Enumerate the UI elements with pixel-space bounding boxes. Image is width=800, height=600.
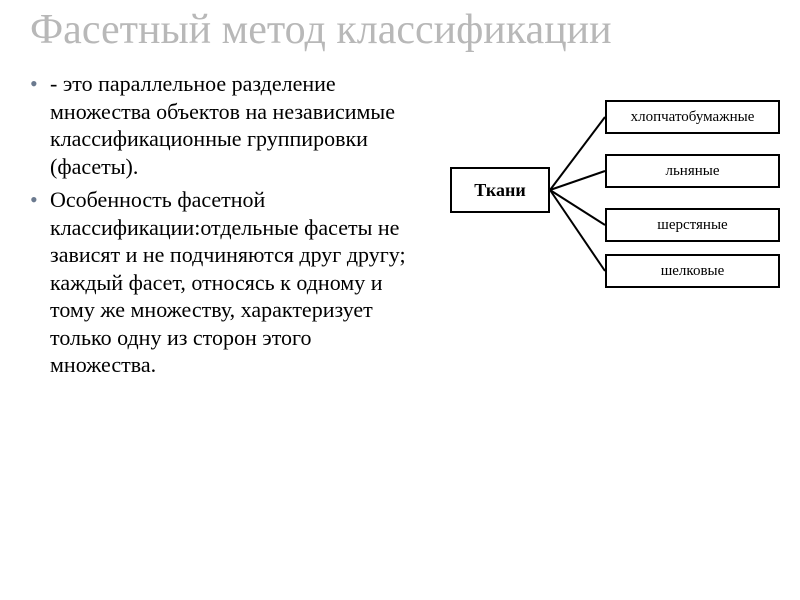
diagram-child-node-2: льняные [605, 154, 780, 188]
bullet-item-1: - это параллельное разделение множества … [30, 70, 420, 180]
diagram-root-node: Ткани [450, 167, 550, 213]
slide-title: Фасетный метод классификации [30, 8, 612, 52]
diagram-child-node-3: шерстяные [605, 208, 780, 242]
slide-container: Фасетный метод классификации - это парал… [0, 0, 800, 600]
bullet-item-2: Особенность фасетной классификации:отдел… [30, 186, 420, 379]
content-text-region: - это параллельное разделение множества … [30, 70, 420, 385]
diagram-child-node-4: шелковые [605, 254, 780, 288]
diagram-child-node-1: хлопчатобумажные [605, 100, 780, 134]
bullet-list: - это параллельное разделение множества … [30, 70, 420, 379]
classification-diagram: Ткани хлопчатобумажные льняные шерстяные… [450, 72, 780, 302]
